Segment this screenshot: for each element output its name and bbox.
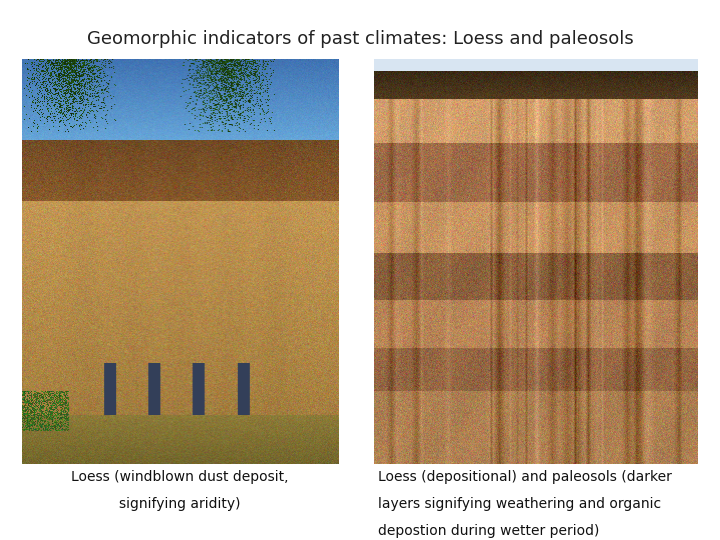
Text: Loess (windblown dust deposit,: Loess (windblown dust deposit, — [71, 470, 289, 484]
Text: signifying aridity): signifying aridity) — [120, 497, 240, 511]
Text: layers signifying weathering and organic: layers signifying weathering and organic — [378, 497, 661, 511]
Text: Geomorphic indicators of past climates: Loess and paleosols: Geomorphic indicators of past climates: … — [86, 30, 634, 48]
Text: Loess (depositional) and paleosols (darker: Loess (depositional) and paleosols (dark… — [378, 470, 672, 484]
Text: depostion during wetter period): depostion during wetter period) — [378, 524, 599, 538]
